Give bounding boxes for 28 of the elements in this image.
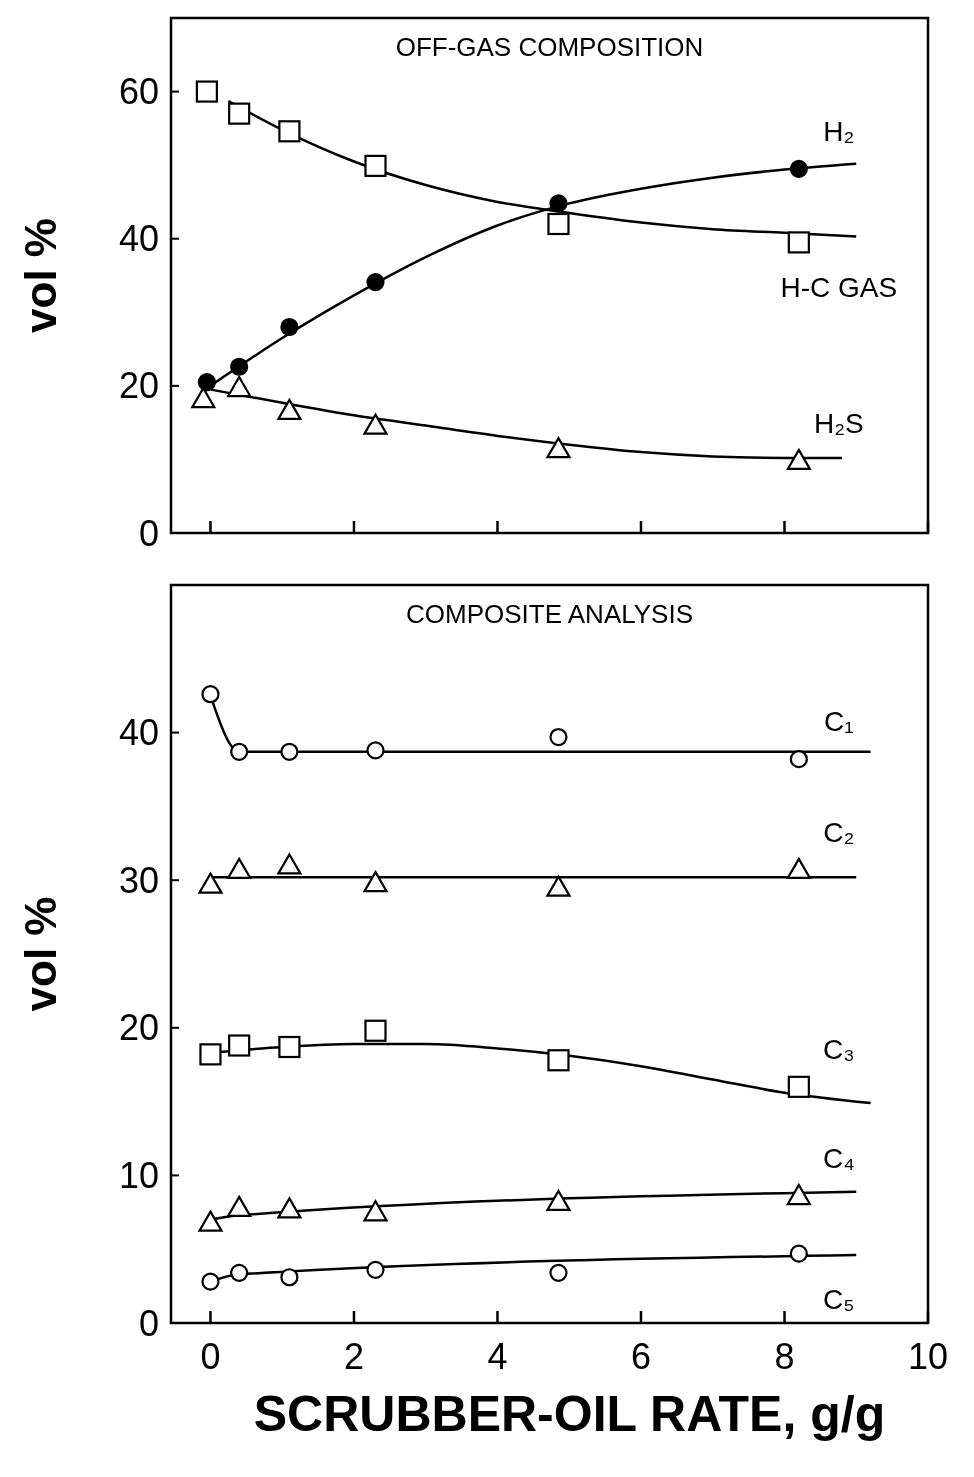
y-tick-label: 10 (118, 1155, 159, 1196)
y-tick-label: 20 (118, 1007, 159, 1049)
y-axis-title: vol % (16, 896, 65, 1012)
series-label: C₂ (823, 816, 855, 848)
series-label: H₂ (823, 115, 855, 147)
y-tick-label: 40 (118, 218, 159, 260)
x-tick-label: 6 (630, 1336, 651, 1377)
series-label: C₁ (824, 706, 854, 738)
x-tick-label: 4 (487, 1336, 508, 1377)
series-label: C₄ (823, 1143, 855, 1175)
y-tick-label: 40 (118, 712, 159, 754)
text: OFF-GAS COMPOSITION (395, 32, 704, 62)
series-label: H₂S (813, 407, 864, 439)
y-tick-label: 30 (118, 859, 159, 901)
y-tick-label: 0 (138, 512, 159, 554)
y-axis-title: vol % (16, 218, 65, 333)
y-tick-label: 20 (118, 365, 159, 407)
series-label: H-C GAS (780, 272, 898, 304)
y-tick-label: 60 (118, 71, 159, 113)
text: COMPOSITE ANALYSIS (405, 599, 694, 629)
x-tick-label: 2 (343, 1336, 364, 1377)
x-axis-title: SCRUBBER-OIL RATE, g/g (253, 1386, 886, 1442)
legend-label: C₅ (823, 1283, 855, 1315)
x-tick-label: 0 (200, 1336, 221, 1377)
y-tick-label: 0 (138, 1302, 159, 1344)
x-tick-label: 8 (774, 1336, 795, 1377)
x-tick-label: 10 (907, 1336, 949, 1377)
series-label: C₃ (823, 1033, 855, 1065)
